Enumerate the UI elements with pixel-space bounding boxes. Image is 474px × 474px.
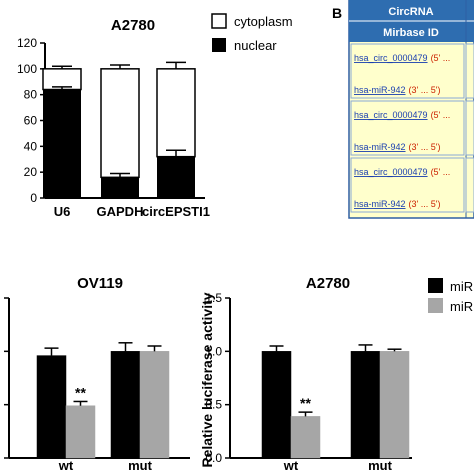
circ-id-cell: hsa_circ_0000479 (5' ... [354, 110, 450, 120]
y-tick-label: 20 [24, 165, 38, 179]
circ-direction: (5' ... [431, 53, 451, 63]
panel-b: B CircRNA Mirbase ID hsa_circ_0000479 (5'… [332, 0, 474, 219]
panel-label-b: B [332, 5, 342, 21]
table-cell-clipped [465, 157, 474, 213]
chart-marks: ** [36, 342, 170, 459]
circ-id-link[interactable]: hsa_circ_0000479 [354, 53, 428, 63]
y-tick-label: 1.0 [205, 344, 222, 358]
chart-legend: cytoplasm nuclear [211, 13, 293, 53]
legend-label: miR [450, 279, 473, 294]
x-tick-label: mut [368, 458, 393, 473]
mir-id-link[interactable]: hsa-miR-942 [354, 85, 406, 95]
circ-id-cell: hsa_circ_0000479 (5' ... [354, 167, 450, 177]
legend-swatch-black [428, 278, 443, 293]
mir-direction: (3' ... 5') [409, 199, 441, 209]
x-tick-label: GAPDH [97, 204, 144, 219]
legend-swatch-nuclear [212, 38, 226, 52]
table-row [350, 43, 465, 99]
mir-id-cell: hsa-miR-942 (3' ... 5') [354, 142, 440, 152]
table-row [350, 100, 465, 156]
table-body: hsa_circ_0000479 (5' ...hsa-miR-942 (3' ..… [350, 43, 474, 213]
chart-a2780-luciferase: A2780 Relative luciferase activity 0.00.… [199, 275, 473, 473]
x-tick-label: wt [58, 458, 74, 473]
chart-ov119-luciferase: OV119 wt mut ** [4, 275, 190, 473]
circ-direction: (5' ... [431, 167, 451, 177]
bar-nuclear [157, 156, 195, 198]
mir-id-cell: hsa-miR-942 (3' ... 5') [354, 85, 440, 95]
y-tick-label: 0.5 [205, 398, 222, 412]
chart-marks [42, 61, 196, 198]
y-tick-label: 1.5 [205, 291, 222, 305]
circ-id-link[interactable]: hsa_circ_0000479 [354, 167, 428, 177]
table-cell-clipped [465, 100, 474, 156]
chart-title: A2780 [306, 275, 350, 292]
bar-cytoplasm [156, 68, 196, 158]
circrna-mirna-table: CircRNA Mirbase ID hsa_circ_0000479 (5' .… [348, 0, 474, 219]
bar-nuclear [101, 177, 139, 198]
legend-swatch-gray [428, 298, 443, 313]
chart-marks: ** [261, 344, 410, 459]
legend-swatch-cytoplasm [211, 13, 227, 29]
chart-title: OV119 [77, 275, 123, 292]
chart-legend: miR miR [428, 278, 473, 314]
y-tick-label: 40 [24, 139, 38, 153]
table-header-circrna: CircRNA [388, 6, 433, 18]
mir-id-cell: hsa-miR-942 (3' ... 5') [354, 199, 440, 209]
x-tick-label: U6 [54, 204, 71, 219]
y-tick-label: 0 [30, 191, 37, 205]
y-axis-label: Relative luciferase activity [199, 292, 215, 467]
mir-direction: (3' ... 5') [409, 142, 441, 152]
mir-id-link[interactable]: hsa-miR-942 [354, 199, 406, 209]
table-header-mirbase: Mirbase ID [383, 27, 439, 39]
bar-nuclear [43, 89, 81, 198]
y-tick-label: 80 [24, 88, 38, 102]
x-tick-label: mut [128, 458, 153, 473]
legend-label: miR [450, 299, 473, 314]
chart-title: A2780 [111, 17, 155, 34]
y-tick-label: 120 [17, 36, 37, 50]
circ-direction: (5' ... [431, 110, 451, 120]
bar [379, 351, 410, 459]
bar [139, 351, 170, 459]
circ-id-link[interactable]: hsa_circ_0000479 [354, 110, 428, 120]
bar [350, 351, 381, 459]
chart-axes: 0.0 0.5 1.0 1.5 wt mut [205, 291, 412, 473]
bar-cytoplasm [100, 68, 140, 179]
y-tick-label: 0.0 [205, 451, 222, 465]
legend-label-cytoplasm: cytoplasm [234, 14, 293, 29]
mir-direction: (3' ... 5') [409, 85, 441, 95]
significance-marker: ** [75, 384, 86, 400]
x-tick-label: circEPSTI1 [142, 204, 210, 219]
y-tick-label: 100 [17, 62, 37, 76]
table-row [350, 157, 465, 213]
bar [65, 405, 96, 459]
bar [110, 351, 141, 459]
legend-label-nuclear: nuclear [234, 38, 277, 53]
y-tick-label: 60 [24, 114, 38, 128]
x-tick-label: wt [283, 458, 299, 473]
significance-marker: ** [300, 395, 311, 411]
circ-id-cell: hsa_circ_0000479 (5' ... [354, 53, 450, 63]
bar [290, 416, 321, 459]
mir-id-link[interactable]: hsa-miR-942 [354, 142, 406, 152]
bar [36, 355, 67, 459]
bar [261, 351, 292, 459]
table-cell-clipped [465, 43, 474, 99]
